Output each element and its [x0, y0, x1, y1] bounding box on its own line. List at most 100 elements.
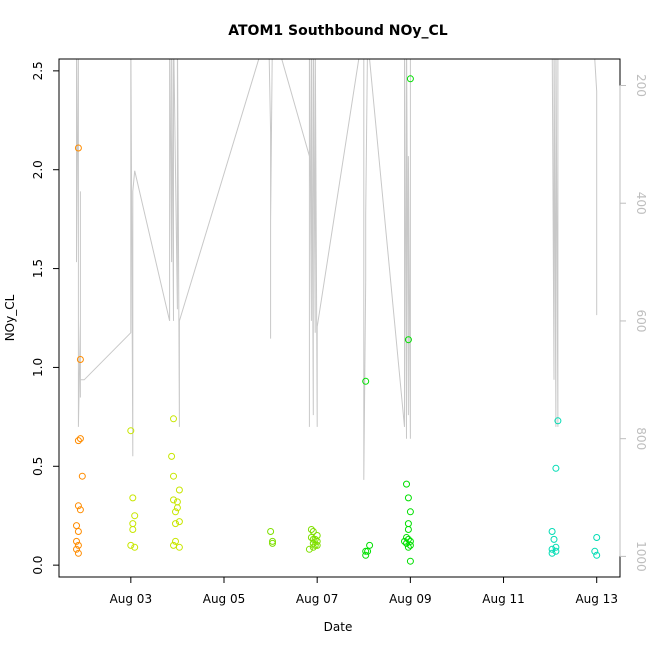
data-point [172, 508, 179, 516]
data-point [129, 494, 137, 502]
x-tick-label: Aug 07 [296, 592, 339, 606]
data-point [78, 472, 86, 480]
data-point [404, 336, 412, 344]
data-point [129, 520, 137, 528]
y-tick-label: 1.5 [31, 259, 45, 278]
data-point [548, 549, 556, 557]
data-point [362, 377, 370, 385]
data-point [173, 504, 181, 512]
y-tick-label: 2.0 [31, 160, 45, 179]
data-point [593, 551, 601, 559]
data-point [172, 520, 179, 528]
data-point [129, 526, 137, 533]
y2-tick-label: 1000 [634, 541, 648, 572]
data-point [401, 537, 408, 545]
data-point [548, 528, 556, 535]
data-point [170, 472, 177, 480]
data-point [76, 506, 84, 514]
data-point [74, 541, 82, 549]
data-point [406, 75, 414, 83]
data-points [73, 75, 601, 565]
data-point [362, 551, 370, 559]
x-axis-label: Date [324, 620, 353, 634]
data-point [309, 543, 317, 551]
data-point [76, 356, 84, 363]
data-point [404, 520, 412, 528]
chart-title: ATOM1 Southbound NOy_CL [228, 23, 448, 39]
data-point [172, 537, 179, 545]
x-tick-label: Aug 11 [482, 592, 525, 606]
y-axis: 0.0 0.5 1.0 1.5 2.0 2.5 [31, 61, 59, 575]
y-axis-label: NOy_CL [3, 294, 17, 341]
x-tick-label: Aug 09 [389, 592, 432, 606]
data-point [269, 537, 276, 545]
y-tick-label: 0.0 [31, 556, 45, 575]
data-point [552, 543, 560, 551]
data-point [76, 435, 84, 443]
plot-frame [58, 58, 621, 578]
data-point [591, 547, 599, 555]
data-point [406, 557, 414, 565]
x-tick-label: Aug 13 [575, 592, 618, 606]
data-point [175, 518, 183, 526]
data-point [170, 496, 177, 504]
data-point [404, 526, 412, 533]
data-point [313, 537, 321, 545]
data-point [168, 452, 176, 460]
data-point [406, 541, 414, 549]
data-point [311, 541, 319, 549]
data-point [404, 543, 412, 551]
x-tick-label: Aug 03 [110, 592, 153, 606]
data-point [366, 541, 374, 549]
y2-tick-label: 200 [634, 74, 648, 97]
data-point [364, 547, 372, 555]
data-point [74, 549, 82, 557]
data-point [73, 522, 80, 530]
x-axis: Aug 03 Aug 05 Aug 07 Aug 09 Aug 11 Aug 13 [110, 577, 618, 606]
data-point [267, 528, 275, 535]
data-point [131, 512, 139, 520]
y-tick-label: 1.0 [31, 358, 45, 377]
data-point [305, 545, 313, 553]
data-point [403, 539, 410, 547]
data-point [550, 535, 558, 543]
y2-axis: 200 400 600 800 1000 [619, 74, 648, 572]
x-tick-label: Aug 05 [203, 592, 246, 606]
data-point [404, 494, 412, 502]
data-point [313, 541, 321, 549]
y-tick-label: 2.5 [31, 61, 45, 80]
pressure-track [76, 59, 598, 480]
data-point [74, 528, 82, 535]
data-point [269, 539, 276, 547]
data-point [73, 537, 80, 545]
y2-tick-label: 800 [634, 427, 648, 450]
y-tick-label: 0.5 [31, 457, 45, 476]
data-point [362, 547, 370, 555]
data-point [404, 535, 412, 543]
data-point [309, 528, 317, 535]
data-point [593, 534, 601, 541]
data-point [309, 539, 317, 547]
data-point [552, 547, 560, 555]
data-point [170, 415, 177, 423]
data-point [73, 545, 80, 553]
data-point [403, 480, 410, 488]
pressure-line [76, 59, 598, 480]
data-point [554, 417, 562, 425]
data-point [552, 464, 560, 472]
data-point [175, 486, 183, 494]
data-point [406, 508, 414, 516]
data-point [74, 502, 82, 510]
data-point [131, 543, 139, 551]
data-point [127, 427, 135, 435]
data-point [74, 437, 82, 445]
data-point [127, 541, 135, 549]
data-point [548, 545, 556, 553]
data-point [309, 535, 317, 543]
data-point [307, 526, 315, 533]
data-point [74, 144, 82, 152]
data-point [175, 543, 183, 551]
y2-tick-label: 400 [634, 192, 648, 215]
y2-tick-label: 600 [634, 309, 648, 332]
